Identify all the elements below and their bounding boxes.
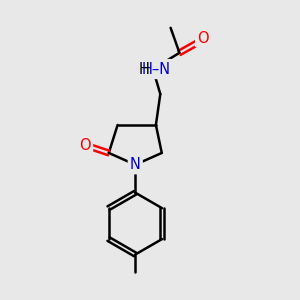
Text: H: H <box>145 61 155 76</box>
Text: H–N: H–N <box>142 61 171 76</box>
Text: N: N <box>130 157 141 172</box>
Text: N: N <box>158 61 169 76</box>
Text: H: H <box>139 61 149 76</box>
Text: O: O <box>197 31 209 46</box>
Text: O: O <box>80 138 91 153</box>
